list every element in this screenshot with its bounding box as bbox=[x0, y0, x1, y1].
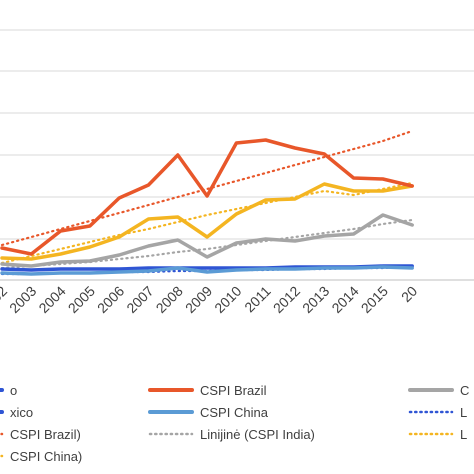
x-tick-label: 2013 bbox=[299, 283, 332, 316]
x-tick-label: 2015 bbox=[358, 283, 391, 316]
legend-label: L bbox=[460, 405, 467, 420]
x-tick-label: 20 bbox=[398, 283, 420, 305]
legend-label: Linijinė (CSPI India) bbox=[200, 427, 315, 442]
series-2-line bbox=[0, 213, 414, 268]
cspi-brazil-line bbox=[0, 138, 414, 256]
gridlines bbox=[0, 29, 474, 281]
x-tick-label: 2009 bbox=[182, 283, 215, 316]
x-axis-tick-labels: 0220032004200520062007200820092010201120… bbox=[0, 283, 420, 316]
x-tick-label: 2006 bbox=[94, 283, 127, 316]
legend-label: CSPI Brazil) bbox=[10, 427, 81, 442]
x-tick-label: 2008 bbox=[153, 283, 186, 316]
x-tick-label: 2014 bbox=[328, 283, 361, 316]
legend-label: CSPI Brazil bbox=[200, 383, 267, 398]
legend-label: CSPI China bbox=[200, 405, 269, 420]
x-tick-label: 2004 bbox=[35, 283, 68, 316]
x-tick-label: 2007 bbox=[123, 283, 156, 316]
x-tick-label: 2012 bbox=[270, 283, 303, 316]
cspi-china-line bbox=[0, 265, 414, 276]
x-tick-label: 2010 bbox=[211, 283, 244, 316]
x-tick-label: 2005 bbox=[65, 283, 98, 316]
x-tick-label: 02 bbox=[0, 283, 10, 305]
x-tick-label: 2011 bbox=[241, 283, 274, 316]
legend-label: o bbox=[10, 383, 17, 398]
legend-label: xico bbox=[10, 405, 33, 420]
legend-label: L bbox=[460, 427, 467, 442]
legend-label: C bbox=[460, 383, 469, 398]
series-1-line bbox=[0, 182, 414, 261]
legend-label: CSPI China) bbox=[10, 449, 82, 464]
series-6-line bbox=[0, 181, 414, 265]
series-lines bbox=[0, 129, 414, 276]
series-5-line bbox=[0, 129, 414, 247]
x-tick-label: 2003 bbox=[6, 283, 39, 316]
